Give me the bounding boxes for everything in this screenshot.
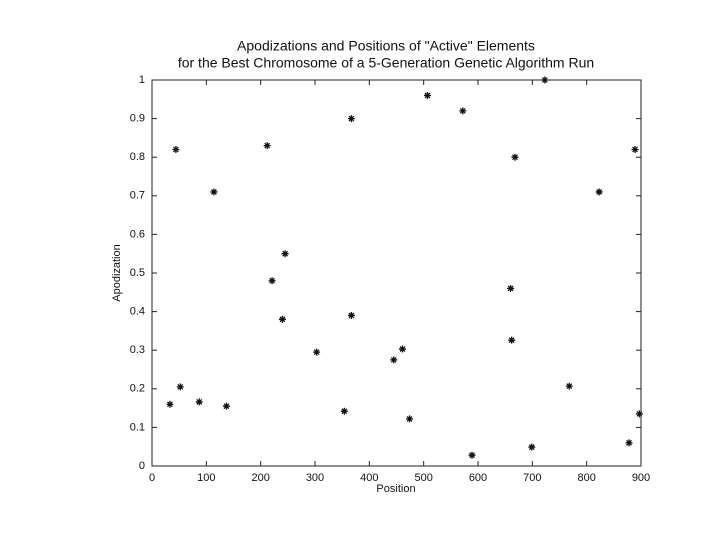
y-axis-label: Apodization [111, 244, 123, 302]
y-tick-label: 0.6 [130, 228, 145, 240]
data-point [390, 356, 398, 364]
data-point [210, 188, 218, 196]
data-point [281, 250, 289, 258]
x-tick-label: 800 [577, 472, 595, 484]
data-point [508, 336, 516, 344]
data-point [511, 153, 519, 161]
y-tick-label: 0.4 [130, 306, 145, 318]
y-tick-label: 0.1 [130, 421, 145, 433]
data-point [278, 315, 286, 323]
chart-title: Apodizations and Positions of "Active" E… [237, 38, 535, 54]
x-tick-label: 500 [414, 472, 432, 484]
data-point [631, 145, 639, 153]
y-tick-label: 0.3 [130, 344, 145, 356]
x-axis-label: Position [376, 483, 415, 495]
y-tick-label: 0 [139, 460, 145, 472]
data-point [172, 145, 180, 153]
x-tick-label: 600 [469, 472, 487, 484]
data-point [347, 115, 355, 123]
data-point [595, 188, 603, 196]
data-point [528, 443, 536, 451]
data-point [423, 91, 431, 99]
data-point [195, 398, 203, 406]
y-tick-label: 0.2 [130, 383, 145, 395]
y-tick-label: 0.7 [130, 190, 145, 202]
x-tick-label: 700 [523, 472, 541, 484]
x-tick-label: 900 [632, 472, 650, 484]
data-point [625, 439, 633, 447]
data-point [268, 277, 276, 285]
x-tick-label: 100 [197, 472, 215, 484]
data-point [635, 410, 643, 418]
y-tick-label: 0.8 [130, 151, 145, 163]
y-tick-label: 0.9 [130, 113, 145, 125]
chart-title: for the Best Chromosome of a 5-Generatio… [178, 55, 594, 71]
data-point [565, 382, 573, 390]
x-tick-label: 0 [149, 472, 155, 484]
x-tick-label: 200 [251, 472, 269, 484]
data-point [263, 142, 271, 150]
x-tick-label: 300 [306, 472, 324, 484]
data-point [541, 76, 549, 84]
x-tick-label: 400 [360, 472, 378, 484]
data-point [406, 415, 414, 423]
data-point [340, 407, 348, 415]
data-point [166, 400, 174, 408]
y-tick-label: 0.5 [130, 267, 145, 279]
data-point [398, 345, 406, 353]
data-point [507, 284, 515, 292]
y-tick-label: 1 [139, 74, 145, 86]
data-point [176, 383, 184, 391]
data-point [313, 348, 321, 356]
data-point [468, 451, 476, 459]
data-point [347, 311, 355, 319]
data-point [222, 402, 230, 410]
data-point [459, 107, 467, 115]
